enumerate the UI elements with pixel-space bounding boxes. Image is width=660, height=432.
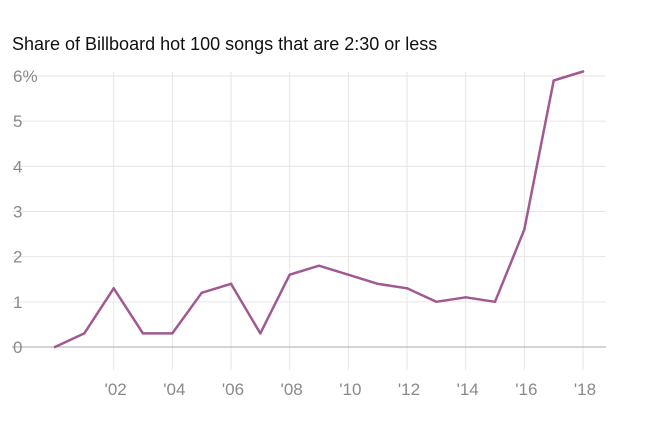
x-tick-label: '14 <box>457 380 479 399</box>
data-point <box>259 332 262 335</box>
data-point <box>200 291 203 294</box>
x-tick-label: '12 <box>398 380 420 399</box>
y-tick-label: 3 <box>13 203 22 222</box>
data-point <box>493 300 497 304</box>
x-tick-label: '08 <box>281 380 303 399</box>
series-line <box>53 70 585 349</box>
y-axis-tick-labels: 0 1 2 3 4 5 6% <box>13 67 38 357</box>
x-tick-label: '18 <box>574 380 596 399</box>
horizontal-gridlines <box>12 75 606 348</box>
series-group <box>53 70 585 349</box>
data-point <box>435 300 438 304</box>
x-axis-tick-labels: '02 '04 '06 '08 '10 '12 '14 '16 '18 <box>105 380 596 399</box>
data-point <box>376 282 379 285</box>
x-tick-label: '10 <box>339 380 361 399</box>
data-point <box>405 287 409 290</box>
x-tick-label: '16 <box>515 380 537 399</box>
data-point <box>171 332 174 335</box>
x-tick-label: '02 <box>105 380 127 399</box>
data-point <box>112 287 115 290</box>
x-tick-label: '06 <box>222 380 244 399</box>
data-point <box>581 70 585 73</box>
data-point <box>464 296 467 299</box>
data-point <box>141 332 145 335</box>
x-tick-label: '04 <box>163 380 185 399</box>
chart-title: Share of Billboard hot 100 songs that ar… <box>12 34 438 54</box>
data-point <box>347 273 350 276</box>
y-tick-label: 6% <box>13 67 38 86</box>
data-point <box>317 264 321 267</box>
y-tick-label: 2 <box>13 248 22 267</box>
data-point <box>288 273 291 276</box>
data-point <box>229 282 233 285</box>
data-point <box>83 332 86 335</box>
data-point <box>53 345 57 349</box>
data-point <box>552 79 555 82</box>
data-point <box>523 228 526 231</box>
y-tick-label: 4 <box>13 157 22 176</box>
vertical-gridlines <box>113 72 584 370</box>
y-tick-label: 0 <box>13 338 22 357</box>
y-tick-label: 1 <box>13 293 22 312</box>
y-tick-label: 5 <box>13 112 22 131</box>
